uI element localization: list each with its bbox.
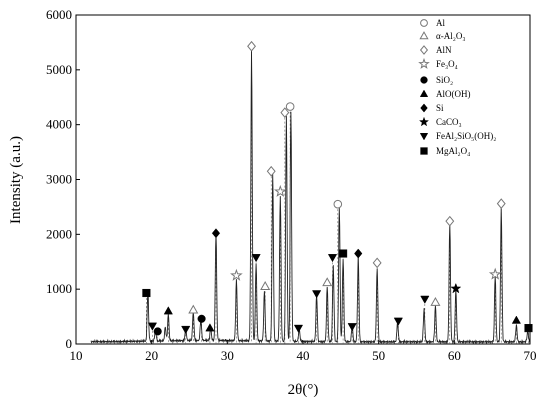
marker-triangle-down <box>251 254 261 263</box>
diffraction-pattern-line <box>90 50 531 345</box>
y-tick-label: 0 <box>66 336 73 351</box>
marker-triangle <box>511 315 521 324</box>
x-axis: 10 20 30 40 50 60 70 <box>70 340 537 363</box>
marker-square <box>524 324 533 333</box>
marker-diamond-open <box>266 165 276 177</box>
y-tick-label: 3000 <box>46 172 72 187</box>
marker-triangle <box>163 306 173 315</box>
x-axis-title: 2θ(°) <box>288 382 319 398</box>
marker-triangle-open <box>419 31 429 40</box>
legend-label: Si <box>436 103 444 113</box>
marker-triangle-down <box>393 317 403 326</box>
marker-triangle-down <box>312 290 322 299</box>
marker-triangle-down <box>327 254 338 263</box>
x-tick-label: 40 <box>297 348 310 363</box>
marker-square <box>142 288 151 298</box>
marker-diamond-open <box>445 215 455 227</box>
marker-diamond-open <box>280 107 290 118</box>
marker-circle-open <box>285 102 295 111</box>
y-tick-label: 2000 <box>46 226 72 241</box>
marker-diamond <box>420 103 428 113</box>
x-tick-label: 30 <box>221 348 234 363</box>
marker-triangle-down <box>420 295 430 304</box>
marker-diamond-open <box>496 198 506 209</box>
x-tick-label: 20 <box>145 348 158 363</box>
legend-label: AlO(OH) <box>436 89 471 99</box>
y-tick-label: 6000 <box>46 7 72 22</box>
marker-diamond <box>354 248 363 259</box>
y-tick-label: 5000 <box>46 62 72 77</box>
marker-square <box>420 147 428 155</box>
legend-label: α-Al₂O₃ <box>436 31 466 41</box>
marker-circle <box>420 76 428 84</box>
drop-lines <box>146 51 529 344</box>
marker-triangle-down <box>347 323 357 332</box>
y-axis-title: Intensity (a.u.) <box>8 136 24 224</box>
marker-star-open <box>230 268 243 281</box>
marker-triangle-open <box>430 296 441 306</box>
marker-triangle-down <box>419 133 429 141</box>
marker-triangle <box>205 323 215 332</box>
legend-label: Fe₃O₄ <box>436 59 458 69</box>
legend-label: FeAl₂SiO₅(OH)₂ <box>436 131 496 141</box>
x-tick-label: 10 <box>70 348 83 363</box>
marker-triangle-open <box>322 277 333 287</box>
marker-star-open <box>488 267 502 280</box>
marker-star <box>450 282 462 294</box>
marker-diamond <box>211 228 221 239</box>
legend-label: Al <box>436 18 445 28</box>
marker-circle <box>153 327 162 336</box>
legend-label: CaCO₃ <box>436 117 462 127</box>
marker-star-open <box>273 184 287 197</box>
marker-circle-open <box>333 199 343 209</box>
marker-diamond-open <box>372 257 382 269</box>
marker-triangle-open <box>188 304 199 314</box>
x-tick-label: 70 <box>524 348 537 363</box>
marker-diamond-open <box>247 40 256 52</box>
y-axis: 0 1000 2000 3000 4000 5000 6000 <box>46 7 80 351</box>
marker-triangle-open <box>260 281 271 290</box>
y-tick-label: 1000 <box>46 281 72 296</box>
phase-markers <box>142 40 533 336</box>
legend: Al α-Al₂O₃ AlN Fe₃O₄ SiO₂ AlO(OH) Si CaCO₃ FeAl₂… <box>418 18 496 156</box>
marker-triangle-down <box>181 325 191 335</box>
marker-star-open <box>418 57 430 69</box>
x-tick-label: 60 <box>448 348 461 363</box>
x-tick-label: 50 <box>372 348 385 363</box>
marker-triangle-down <box>147 322 158 331</box>
legend-label: MgAl₂O₄ <box>436 146 470 156</box>
legend-label: SiO₂ <box>436 75 453 85</box>
y-tick-label: 4000 <box>46 117 72 132</box>
marker-circle-open <box>420 19 428 27</box>
marker-triangle <box>419 89 429 97</box>
marker-diamond-open <box>419 45 429 55</box>
marker-triangle-down <box>293 324 304 333</box>
marker-star <box>418 116 430 127</box>
legend-label: AlN <box>436 45 452 55</box>
marker-circle <box>197 314 206 323</box>
marker-square <box>339 249 348 258</box>
